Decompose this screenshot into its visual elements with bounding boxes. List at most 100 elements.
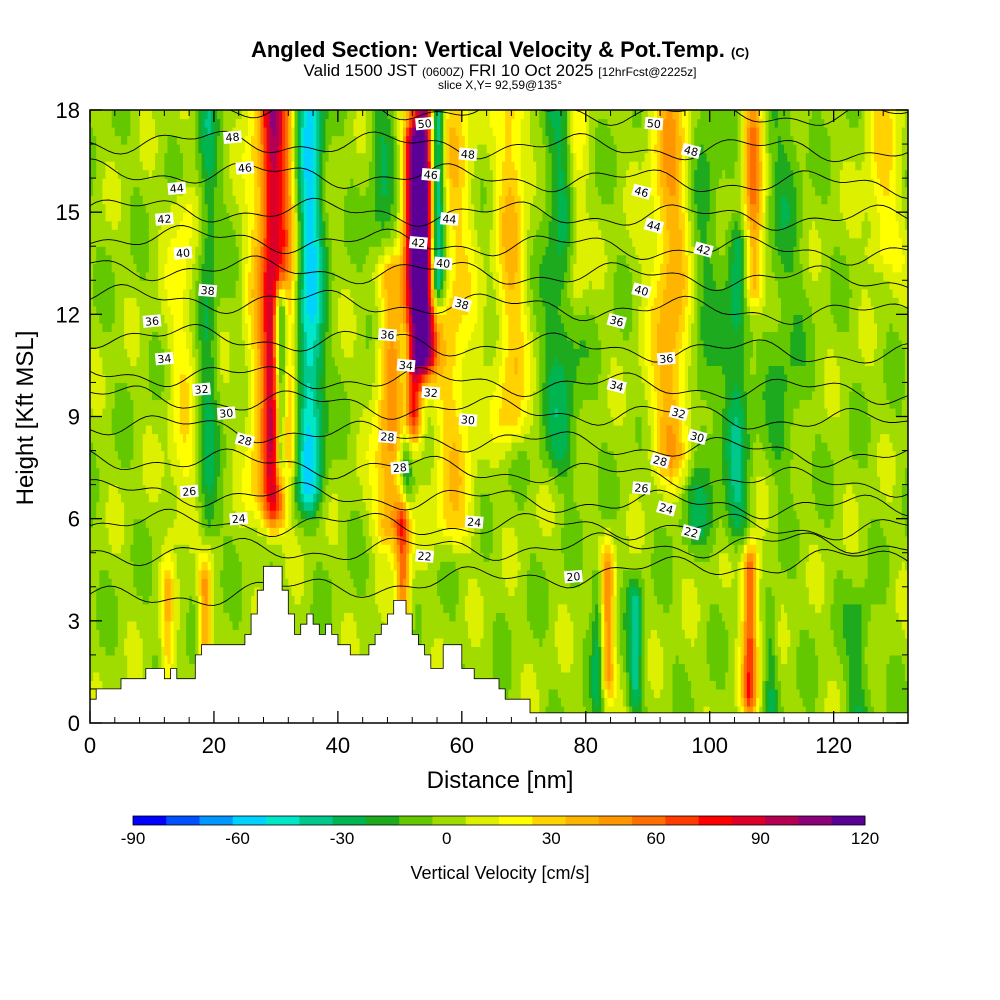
velocity-cell (681, 586, 698, 596)
velocity-cell (495, 612, 506, 622)
velocity-cell (213, 433, 221, 443)
velocity-cell (325, 459, 333, 469)
velocity-cell (523, 390, 531, 401)
velocity-cell (282, 280, 293, 290)
velocity-cell (322, 407, 330, 418)
velocity-cell (663, 603, 671, 613)
velocity-cell (495, 305, 503, 315)
velocity-cell (759, 246, 763, 256)
velocity-cell (254, 399, 258, 409)
velocity-cell (443, 407, 457, 418)
velocity-cell (105, 373, 150, 384)
velocity-cell (406, 578, 410, 588)
velocity-cell (492, 646, 512, 656)
velocity-cell (759, 561, 763, 571)
velocity-cell (880, 484, 894, 494)
velocity-cell (765, 697, 770, 707)
velocity-cell (430, 356, 435, 367)
velocity-cell (179, 390, 190, 401)
velocity-cell (762, 442, 773, 452)
velocity-cell (279, 442, 283, 452)
velocity-cell (322, 476, 330, 486)
velocity-cell (136, 297, 162, 307)
velocity-cell (672, 552, 695, 562)
velocity-cell (728, 416, 736, 426)
velocity-cell (111, 544, 122, 554)
velocity-cell (282, 373, 286, 384)
velocity-cell (753, 697, 757, 707)
velocity-cell (849, 271, 884, 281)
velocity-cell (297, 297, 302, 307)
velocity-cell (204, 425, 215, 435)
velocity-cell (483, 339, 497, 349)
velocity-cell (127, 629, 141, 639)
velocity-cell (749, 501, 757, 511)
velocity-cell (260, 365, 265, 375)
velocity-cell (626, 680, 630, 690)
velocity-cell (291, 331, 296, 341)
velocity-cell (502, 271, 509, 281)
velocity-cell (653, 297, 664, 307)
velocity-cell (210, 620, 215, 630)
velocity-cell (279, 493, 283, 503)
velocity-cell (557, 484, 574, 494)
velocity-cell (743, 433, 751, 443)
velocity-cell (529, 620, 550, 630)
velocity-cell (266, 365, 274, 375)
velocity-cell (765, 373, 788, 384)
velocity-cell (468, 629, 485, 639)
velocity-cell (753, 612, 757, 622)
velocity-cell (607, 697, 615, 707)
velocity-cell (886, 671, 906, 682)
velocity-cell (384, 365, 389, 375)
velocity-cell (173, 382, 181, 392)
velocity-cell (784, 433, 791, 443)
velocity-cell (548, 237, 559, 247)
velocity-cell (232, 484, 243, 494)
velocity-cell (260, 510, 265, 520)
velocity-cell (409, 399, 413, 409)
velocity-cell (424, 399, 429, 409)
velocity-cell (406, 518, 410, 528)
velocity-cell (641, 697, 646, 707)
velocity-cell (731, 399, 742, 409)
velocity-cell (765, 407, 785, 418)
velocity-cell (641, 271, 652, 281)
velocity-cell (818, 229, 850, 239)
velocity-cell (328, 569, 351, 579)
velocity-cell (607, 442, 640, 452)
velocity-cell (198, 527, 206, 537)
velocity-cell (681, 331, 689, 341)
velocity-cell (455, 339, 469, 349)
velocity-cell (731, 271, 742, 281)
velocity-cell (378, 271, 382, 281)
velocity-cell (378, 356, 382, 367)
velocity-cell (279, 271, 286, 281)
velocity-cell (666, 450, 677, 460)
velocity-cell (297, 331, 302, 341)
velocity-cell (303, 390, 308, 401)
velocity-cell (604, 646, 609, 656)
velocity-cell (173, 620, 181, 630)
velocity-cell (666, 263, 683, 273)
velocity-cell (765, 476, 776, 486)
velocity-cell (254, 271, 258, 281)
velocity-cell (517, 416, 525, 426)
velocity-cell (344, 237, 382, 247)
velocity-cell (285, 263, 289, 273)
velocity-cell (139, 305, 162, 315)
velocity-cell (173, 603, 181, 613)
velocity-cell (641, 671, 646, 682)
velocity-cell (746, 254, 751, 264)
velocity-cell (706, 493, 714, 503)
velocity-cell (232, 467, 243, 477)
velocity-cell (663, 237, 671, 247)
velocity-cell (607, 688, 615, 699)
velocity-cell (861, 612, 872, 622)
velocity-cell (604, 620, 609, 630)
velocity-cell (517, 501, 525, 511)
velocity-cell (861, 229, 872, 239)
velocity-cell (746, 297, 751, 307)
velocity-cell (499, 254, 506, 264)
velocity-cell (275, 493, 280, 503)
